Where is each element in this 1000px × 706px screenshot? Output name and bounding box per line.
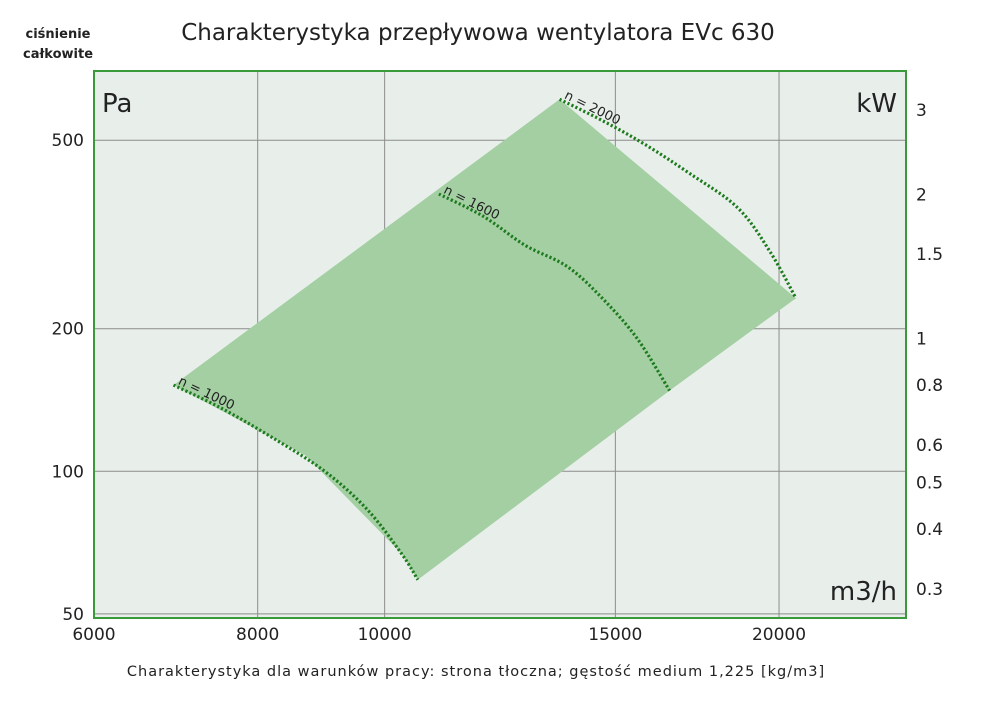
x-tick-labels: 6000 8000 10000 15000 20000 xyxy=(72,625,806,645)
power-unit-label: kW xyxy=(856,89,897,119)
y-tick-label: 200 xyxy=(52,320,84,340)
x-tick-label: 20000 xyxy=(752,625,806,645)
footnote: Charakterystyka dla warunków pracy: stro… xyxy=(127,664,825,680)
y-tick-label: 500 xyxy=(52,131,84,151)
y-tick-label: 100 xyxy=(52,462,84,482)
power-tick-label: 1.5 xyxy=(916,245,943,265)
x-tick-label: 6000 xyxy=(72,625,115,645)
x-tick-label: 10000 xyxy=(358,625,412,645)
y-axis-label-line-2: całkowite xyxy=(23,47,93,62)
power-tick-labels: 3 2 1.5 1 0.8 0.6 0.5 0.4 0.3 xyxy=(916,101,943,600)
power-tick-label: 1 xyxy=(916,330,927,350)
operating-area xyxy=(173,99,796,580)
speed-curve-1 xyxy=(172,383,420,581)
power-tick-label: 3 xyxy=(916,101,927,121)
chart-title: Charakterystyka przepływowa wentylatora … xyxy=(181,20,775,46)
power-tick-label: 0.6 xyxy=(916,436,943,456)
power-tick-label: 0.8 xyxy=(916,376,943,396)
y-axis-label-line-1: ciśnienie xyxy=(26,27,91,42)
speed-curve-3 xyxy=(558,97,798,299)
power-tick-label: 0.3 xyxy=(916,580,943,600)
x-unit-label: m3/h xyxy=(830,577,897,607)
x-tick-label: 8000 xyxy=(236,625,279,645)
y-unit-label: Pa xyxy=(102,89,132,119)
y-tick-labels: 50 100 200 500 xyxy=(52,131,84,625)
speed-curve-2 xyxy=(438,192,671,392)
plot-frame xyxy=(93,70,907,619)
x-tick-label: 15000 xyxy=(588,625,642,645)
power-tick-label: 0.4 xyxy=(916,520,943,540)
y-tick-label: 50 xyxy=(62,605,84,625)
power-tick-label: 2 xyxy=(916,185,927,205)
power-tick-label: 0.5 xyxy=(916,474,943,494)
